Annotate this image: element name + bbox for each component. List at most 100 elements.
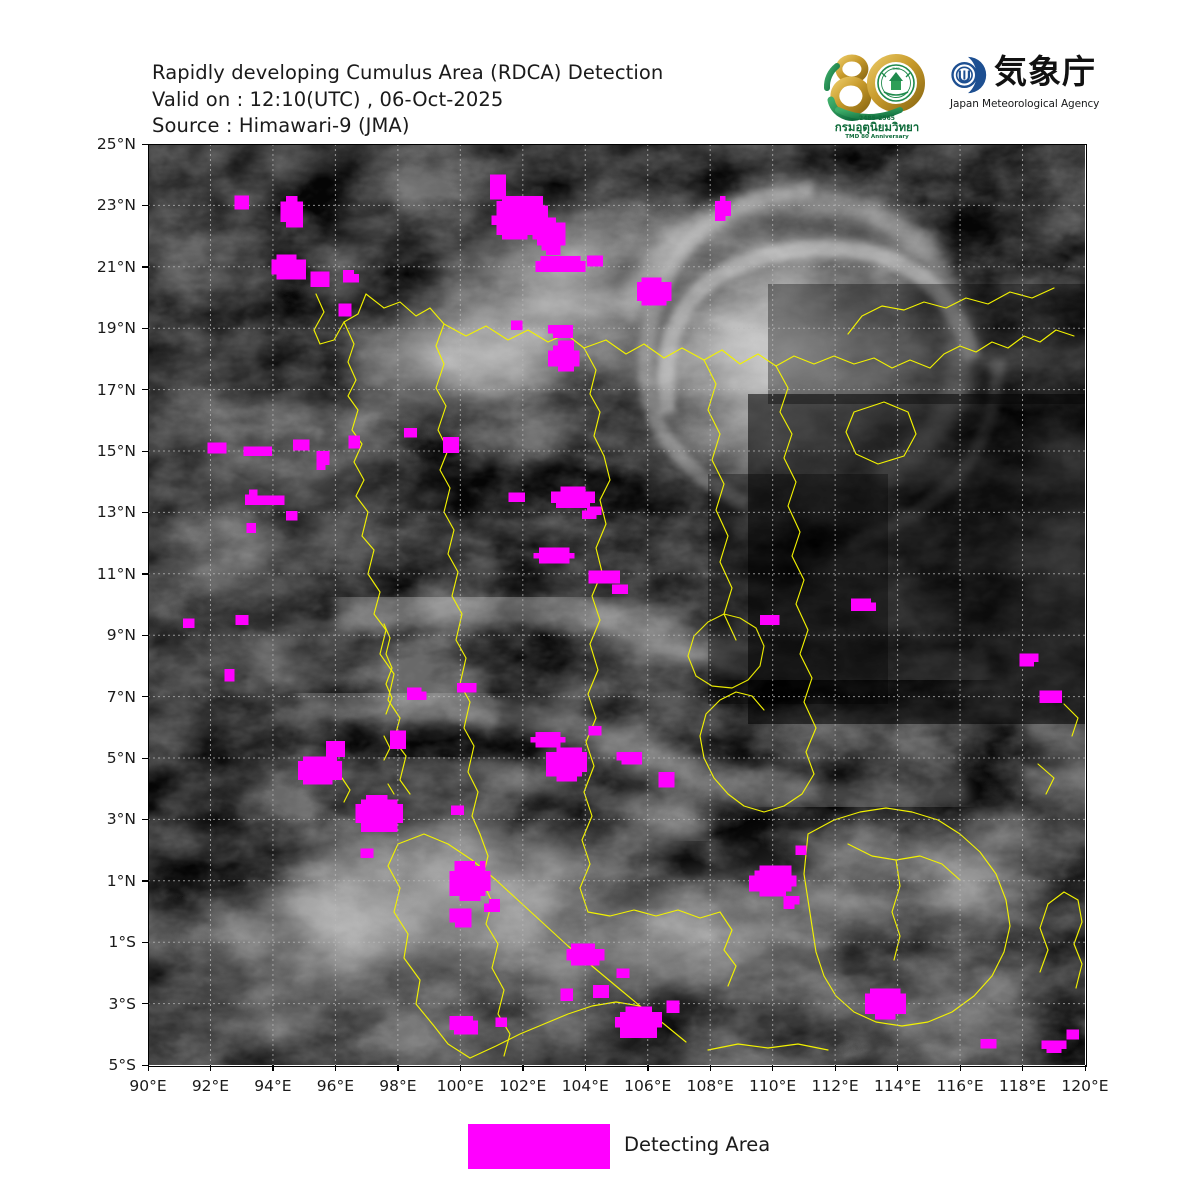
detection-cell [216,442,222,449]
detection-cell [381,827,388,833]
detection-cell [555,502,562,509]
detection-cell [278,500,285,506]
detection-cell [271,269,277,275]
y-axis-tick-label: 3°S [108,994,136,1013]
detection-cell [543,547,550,554]
detection-cell [1056,694,1062,700]
detection-cell [234,200,240,206]
detection-cell [302,756,309,762]
detection-cell [535,731,541,738]
detection-cell [666,282,672,288]
detection-cell [244,200,250,206]
detection-cell [297,211,304,218]
detection-cell [310,281,316,288]
detection-cell [592,725,598,731]
detection-cell [221,447,227,454]
detection-cell [188,622,195,628]
detection-cell [1046,1048,1052,1054]
detection-cell [800,845,807,851]
detection-cell [392,827,398,833]
detection-cell [646,1016,652,1023]
detection-cell [386,822,393,828]
detection-cell [564,988,570,993]
detection-cell [463,1015,469,1021]
detection-cell [450,805,456,811]
y-axis-tick-label: 21°N [96,257,136,276]
detection-cell [527,220,533,226]
detection-cell [616,751,622,757]
detection-cell [317,761,323,767]
detection-cell [725,201,731,207]
detection-cell [656,300,662,306]
detection-cell [575,256,581,262]
detection-cell [764,619,770,625]
detection-cell [552,360,559,367]
detection-cell [253,489,258,495]
detection-cell [580,959,586,966]
detection-cell [550,217,556,223]
detection-cell [575,261,581,267]
detection-cell [327,774,333,780]
detection-cell [563,355,570,362]
detection-cell [754,885,761,892]
y-axis-tick-mark [142,941,148,943]
detection-cell [640,1011,647,1018]
detection-cell [545,742,551,748]
y-axis-tick-mark [142,327,148,329]
detection-cell [371,794,377,800]
detection-cell [1051,1040,1057,1045]
detection-cell [532,215,538,221]
detection-cell [560,236,566,242]
detection-cell [560,497,566,503]
detection-cell [368,853,374,859]
detection-cell [580,943,586,950]
detection-cell [355,804,362,810]
detection-cell [651,277,657,283]
detection-cell [566,747,573,753]
detection-cell [479,860,486,867]
y-axis-tick-label: 11°N [96,564,136,583]
detection-cell [395,739,401,745]
detection-cell [360,853,365,859]
detection-cell [286,274,292,280]
detection-cell [224,673,230,678]
detection-cell [552,345,559,352]
detection-cell [454,1020,460,1026]
detection-cell [376,794,383,800]
detection-cell [244,195,250,201]
detection-cell [404,427,409,433]
detection-cell [580,486,586,493]
detection-cell [278,495,285,501]
detection-cell [381,822,388,828]
detection-cell [519,497,525,503]
detection-cell [885,993,891,999]
detection-cell [371,808,377,814]
tmd-logo-subtitle: TMD 80 Anniversary [845,134,909,140]
detection-cell [640,1027,647,1033]
detection-cell [985,1038,992,1044]
detection-cell [555,256,561,262]
detection-cell [556,752,562,758]
header-text-block: Rapidly developing Cumulus Area (RDCA) D… [152,60,663,140]
detection-cell [661,286,667,292]
detection-cell [775,875,781,882]
detection-cell [635,1027,642,1033]
detection-cell [611,584,618,590]
detection-cell [320,464,326,470]
detection-cell [454,908,461,914]
detection-cell [472,1025,478,1031]
detection-cell [561,776,567,782]
satellite-map-plot[interactable] [148,144,1085,1065]
detection-cell [392,804,398,810]
detection-cell [869,993,876,999]
detection-cell [354,443,361,449]
detection-cell [565,491,571,498]
detection-cell [291,196,298,202]
detection-cell [1056,698,1062,704]
detection-cell [770,885,776,892]
detection-cell [276,254,282,260]
detection-cell [550,245,556,251]
detection-cell [576,747,583,753]
detection-cell [479,885,486,892]
detection-cell [596,725,602,731]
